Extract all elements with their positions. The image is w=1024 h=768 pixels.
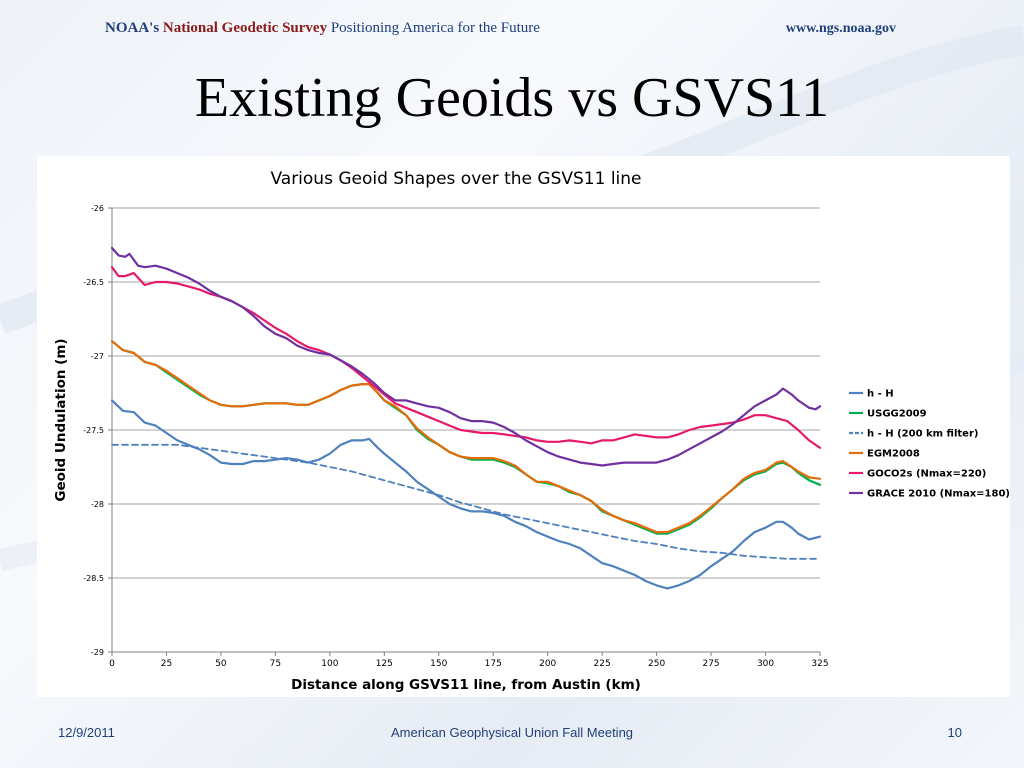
- footer-date: 12/9/2011: [58, 725, 115, 740]
- legend-label: GOCO2s (Nmax=220): [867, 469, 986, 480]
- legend-label: USGG2009: [867, 409, 927, 420]
- y-tick-label: -27.5: [83, 426, 104, 435]
- org-tagline: Positioning America for the Future: [330, 20, 540, 36]
- legend-label: GRACE 2010 (Nmax=180): [867, 489, 1010, 500]
- slide-title: Existing Geoids vs GSVS11: [194, 67, 830, 129]
- x-tick-label: 200: [539, 659, 556, 669]
- y-tick-label: -27: [91, 352, 104, 361]
- org-line: NOAA's National Geodetic Survey Position…: [105, 20, 540, 37]
- legend-label: h - H: [867, 389, 894, 400]
- y-tick-label: -26: [91, 204, 104, 213]
- x-tick-label: 75: [270, 659, 281, 669]
- x-tick-label: 25: [161, 659, 172, 669]
- y-tick-label: -28: [91, 500, 104, 509]
- footer-page-number: 10: [947, 725, 962, 740]
- legend-label: h - H (200 km filter): [867, 429, 978, 440]
- legend-item: GOCO2s (Nmax=220): [849, 469, 986, 480]
- series-lines: [110, 246, 822, 590]
- x-tick-label: 0: [109, 659, 115, 669]
- y-tick-label: -26.5: [83, 278, 104, 287]
- org-noaa: NOAA's: [105, 20, 160, 36]
- x-tick-label: 275: [702, 659, 719, 669]
- x-tick-label: 250: [648, 659, 665, 669]
- x-tick-label: 225: [594, 659, 611, 669]
- chart-frame: Various Geoid Shapes over the GSVS11 lin…: [37, 156, 1010, 697]
- y-tick-label: -29: [91, 648, 104, 657]
- x-tick-label: 100: [321, 659, 338, 669]
- header-bar: NOAA's National Geodetic Survey Position…: [0, 0, 1024, 58]
- legend-item: EGM2008: [849, 449, 920, 460]
- y-axis-label: Geoid Undulation (m): [53, 338, 69, 501]
- geoid-chart: Various Geoid Shapes over the GSVS11 lin…: [53, 169, 1010, 693]
- legend-label: EGM2008: [867, 449, 920, 460]
- org-name: National Geodetic Survey: [162, 20, 328, 36]
- legend-item: h - H: [849, 389, 894, 400]
- legend: h - H USGG2009 h - H (200 km filter) EGM200…: [849, 389, 1010, 500]
- series-line-grace-2010-nmax-180: [110, 246, 822, 467]
- x-tick-label: 300: [757, 659, 774, 669]
- x-tick-label: 325: [811, 659, 828, 669]
- legend-item: h - H (200 km filter): [849, 429, 978, 440]
- axes: -26 -26.5 -27 -27.5 -28 -28.5 -29 0 25 50 75 100 125…: [83, 204, 828, 669]
- x-axis-label: Distance along GSVS11 line, from Austin …: [291, 677, 641, 693]
- x-tick-label: 50: [215, 659, 227, 669]
- footer-meeting: American Geophysical Union Fall Meeting: [390, 725, 634, 740]
- x-tick-label: 175: [485, 659, 502, 669]
- series-line-h-h: [110, 399, 822, 590]
- series-line-h-h-200-km-filter: [111, 443, 821, 560]
- chart-title: Various Geoid Shapes over the GSVS11 lin…: [270, 169, 641, 189]
- series-line-egm2008: [110, 340, 822, 534]
- legend-item: USGG2009: [849, 409, 927, 420]
- x-tick-label: 125: [376, 659, 393, 669]
- site-url[interactable]: www.ngs.noaa.gov: [785, 21, 896, 36]
- x-tick-label: 150: [430, 659, 447, 669]
- y-tick-label: -28.5: [83, 574, 104, 583]
- legend-item: GRACE 2010 (Nmax=180): [849, 489, 1010, 500]
